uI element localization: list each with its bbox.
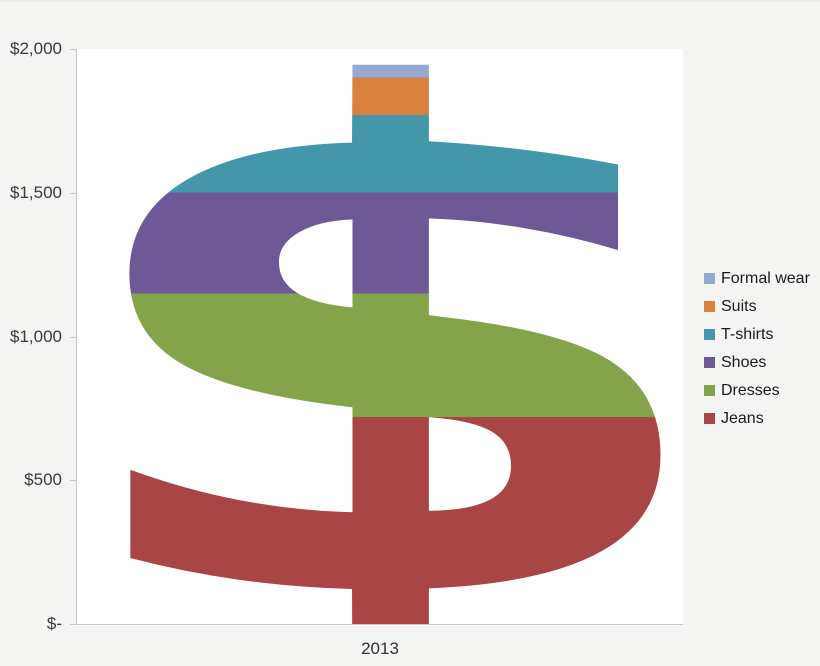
legend-swatch-icon: [704, 413, 715, 424]
legend-item-dresses: Dresses: [704, 381, 810, 400]
legend-item-t-shirts: T-shirts: [704, 325, 810, 344]
stacked-dollar-sign-chart: $: [77, 49, 683, 624]
legend-label: Jeans: [721, 409, 764, 427]
y-axis-tick-label: $1,000: [10, 326, 62, 346]
legend-item-shoes: Shoes: [704, 353, 810, 372]
legend-swatch-icon: [704, 273, 715, 284]
y-axis-tick-mark: [70, 49, 76, 50]
legend-item-jeans: Jeans: [704, 409, 810, 428]
legend-label: Formal wear: [721, 269, 810, 287]
x-axis-category-label: 2013: [361, 639, 399, 658]
legend-label: T-shirts: [721, 325, 774, 343]
y-axis-tick-label: $2,000: [10, 39, 62, 58]
y-axis-tick-mark: [70, 192, 76, 194]
legend-item-suits: Suits: [704, 297, 810, 316]
legend-swatch-icon: [704, 357, 715, 368]
y-axis-tick-label: $500: [24, 470, 62, 490]
y-axis-tick-mark: [70, 336, 76, 338]
y-axis-tick-mark: [70, 624, 76, 625]
dollar-sign-glyph: $: [77, 49, 683, 624]
legend-label: Shoes: [721, 353, 767, 371]
y-axis-tick-mark: [70, 480, 76, 482]
legend: Formal wear Suits T-shirts Shoes Dresses Jean…: [704, 269, 810, 428]
legend-item-formal-wear: Formal wear: [704, 269, 810, 288]
legend-swatch-icon: [704, 301, 715, 312]
legend-swatch-icon: [704, 329, 715, 340]
y-axis-tick-label: $1,500: [10, 182, 62, 202]
y-axis-tick-label: $-: [46, 614, 62, 633]
legend-swatch-icon: [704, 385, 715, 396]
legend-label: Suits: [721, 297, 757, 315]
plot-area: $: [76, 49, 683, 625]
legend-label: Dresses: [721, 381, 780, 399]
